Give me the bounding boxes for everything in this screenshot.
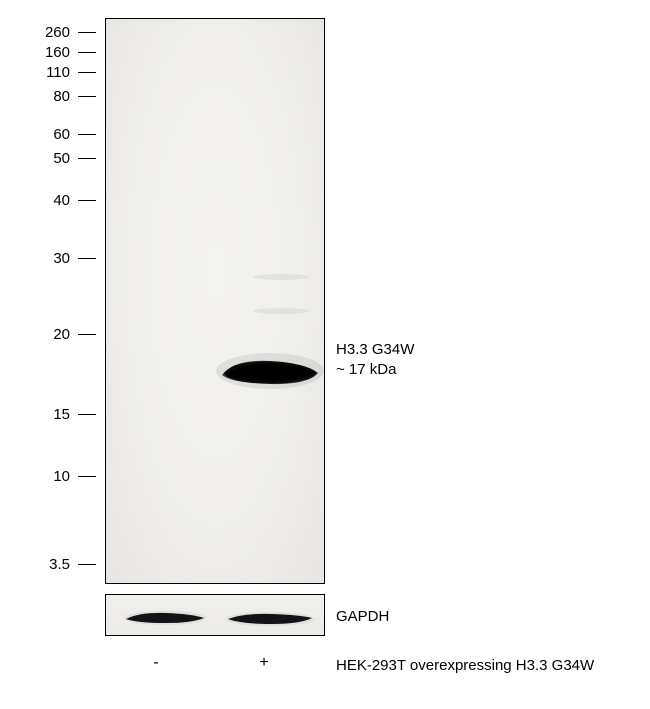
lane-plus: + xyxy=(256,654,272,672)
mw-15: 15 xyxy=(20,406,70,423)
tick-60 xyxy=(78,134,96,135)
faint-band-2 xyxy=(246,307,316,315)
lane-minus: - xyxy=(148,654,164,672)
condition-label: HEK-293T overexpressing H3.3 G34W xyxy=(336,656,594,676)
target-annotation: H3.3 G34W ~ 17 kDa xyxy=(336,340,414,379)
gapdh-band-lane1 xyxy=(122,609,208,625)
mw-60: 60 xyxy=(20,126,70,143)
tick-30 xyxy=(78,258,96,259)
main-blot-membrane xyxy=(105,18,325,584)
tick-10 xyxy=(78,476,96,477)
mw-30: 30 xyxy=(20,250,70,267)
target-mw: ~ 17 kDa xyxy=(336,360,414,380)
mw-160: 160 xyxy=(20,44,70,61)
tick-3p5 xyxy=(78,564,96,565)
mw-3p5: 3.5 xyxy=(20,556,70,573)
tick-50 xyxy=(78,158,96,159)
gapdh-blot-membrane xyxy=(105,594,325,636)
mw-50: 50 xyxy=(20,150,70,167)
tick-20 xyxy=(78,334,96,335)
gapdh-label: GAPDH xyxy=(336,607,389,627)
mw-110: 110 xyxy=(20,64,70,81)
western-blot-figure: 260 160 110 80 60 50 40 30 20 15 10 3.5 … xyxy=(0,0,650,709)
gapdh-band-lane2 xyxy=(224,610,316,626)
tick-80 xyxy=(78,96,96,97)
mw-10: 10 xyxy=(20,468,70,485)
faint-band-1 xyxy=(246,273,316,281)
mw-260: 260 xyxy=(20,24,70,41)
h33-g34w-band xyxy=(214,351,326,391)
tick-15 xyxy=(78,414,96,415)
tick-160 xyxy=(78,52,96,53)
tick-110 xyxy=(78,72,96,73)
mw-20: 20 xyxy=(20,326,70,343)
tick-40 xyxy=(78,200,96,201)
mw-40: 40 xyxy=(20,192,70,209)
mw-80: 80 xyxy=(20,88,70,105)
target-name: H3.3 G34W xyxy=(336,340,414,360)
tick-260 xyxy=(78,32,96,33)
